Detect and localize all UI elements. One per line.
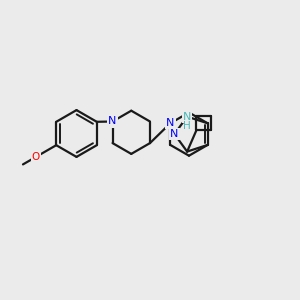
Text: N: N (170, 129, 178, 139)
Text: N: N (183, 112, 191, 122)
Text: H: H (183, 121, 191, 131)
Text: N: N (108, 116, 117, 127)
Text: N: N (166, 118, 175, 128)
Text: O: O (32, 152, 40, 162)
